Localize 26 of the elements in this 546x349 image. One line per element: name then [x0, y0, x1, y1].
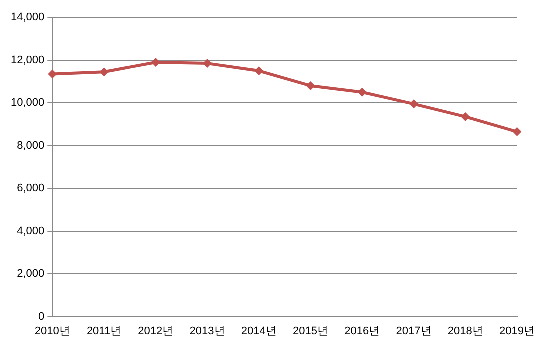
- x-tick-label: 2012년: [138, 325, 174, 338]
- x-tick-label: 2019년: [500, 325, 536, 338]
- y-tick-label: 14,000: [10, 12, 45, 24]
- point: [203, 59, 212, 68]
- y-tick-label: 12,000: [10, 54, 45, 66]
- y-tick-label: 4,000: [17, 225, 45, 238]
- x-tick-label: 2011년: [86, 325, 122, 338]
- point: [254, 66, 264, 76]
- x-tick-label: 2015년: [293, 325, 329, 338]
- y-tick-label: 2,000: [17, 268, 45, 280]
- point: [151, 58, 160, 67]
- x-tick-label: 2016년: [344, 325, 380, 338]
- y-tick-label: 10,000: [10, 97, 45, 110]
- point: [358, 88, 367, 97]
- x-tick-label: 2018년: [448, 325, 484, 338]
- x-tick-label: 2017년: [396, 325, 432, 338]
- point: [461, 112, 470, 122]
- point: [512, 127, 522, 136]
- y-tick-label: 6,000: [17, 182, 45, 195]
- point: [306, 81, 316, 90]
- x-tick-label: 2010년: [34, 325, 70, 338]
- y-tick-label: 0: [38, 310, 45, 323]
- x-tick-label: 2013년: [190, 325, 226, 338]
- y-tick-label: 8,000: [17, 140, 45, 152]
- point: [410, 100, 419, 109]
- x-tick-label: 2014년: [241, 325, 277, 338]
